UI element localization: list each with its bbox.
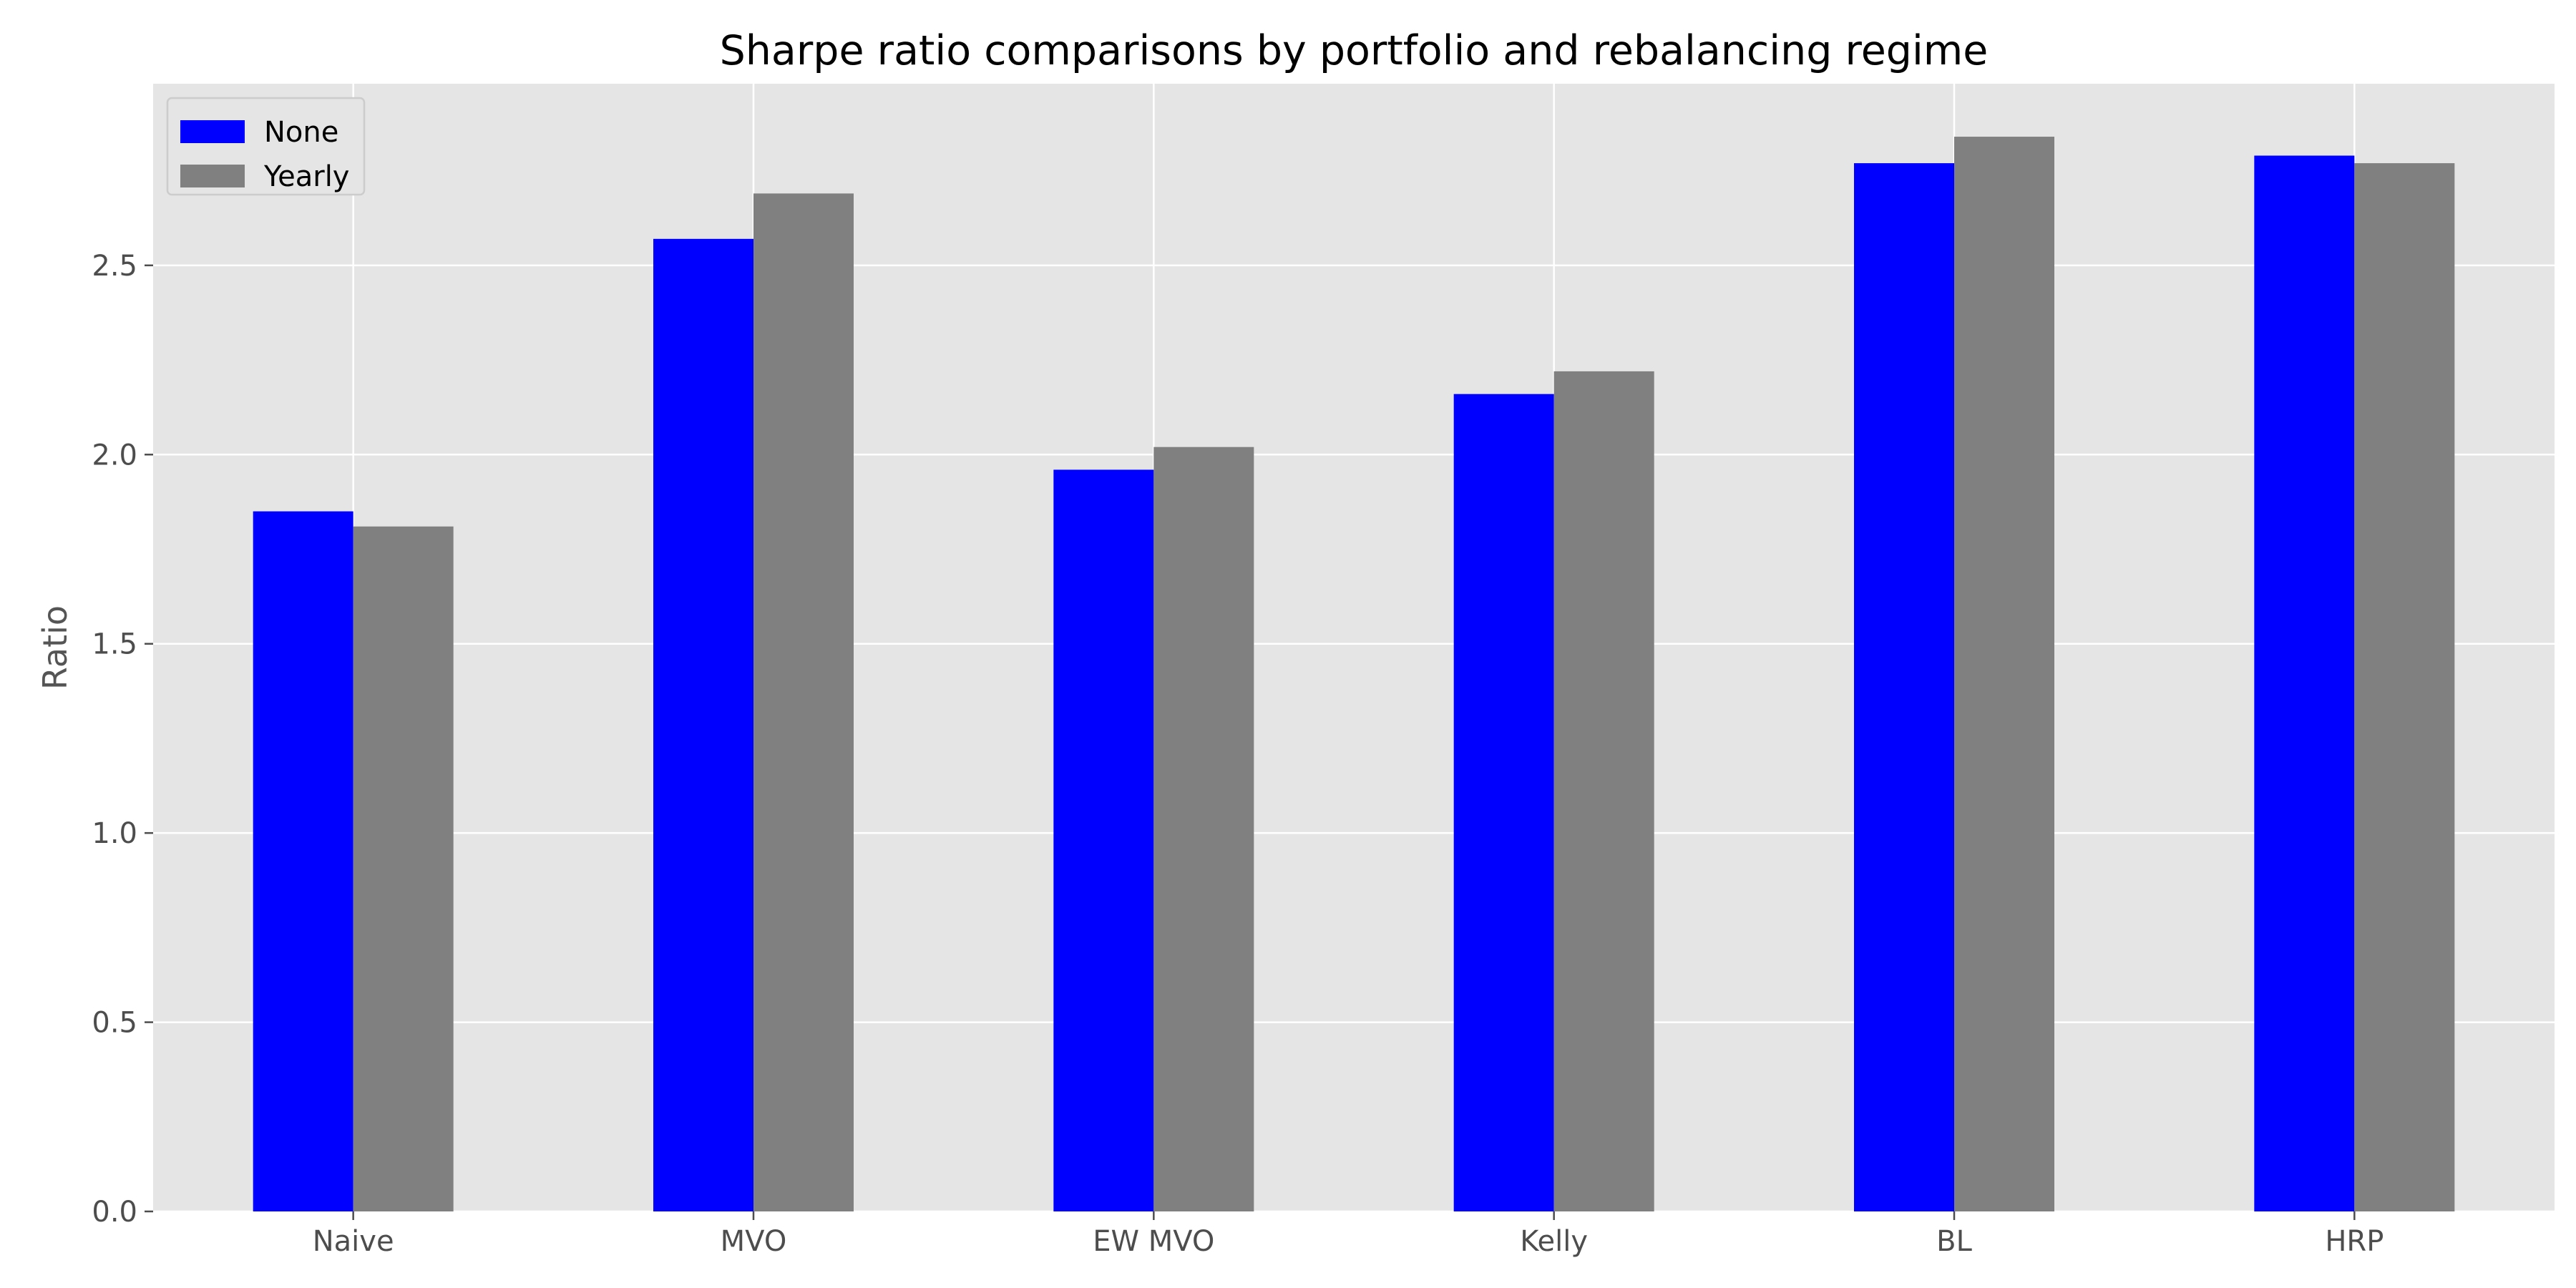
- bar-yearly-naive: [353, 526, 454, 1211]
- bar-none-kelly: [1453, 394, 1554, 1211]
- x-axis-ticks: Naive MVO EW MVO Kelly BL HRP: [313, 1211, 2384, 1258]
- bar-none-ew-mvo: [1053, 469, 1154, 1211]
- y-tick-label: 1.5: [92, 628, 137, 661]
- bar-none-naive: [253, 511, 353, 1211]
- bar-none-bl: [1854, 163, 1954, 1211]
- bar-yearly-kelly: [1553, 371, 1654, 1211]
- x-tick-label: Kelly: [1520, 1225, 1588, 1258]
- y-tick-label: 1.0: [92, 817, 137, 850]
- plot-background: [153, 84, 2555, 1211]
- x-tick-label: HRP: [2325, 1225, 2384, 1258]
- legend: None Yearly: [166, 97, 366, 196]
- y-axis-ticks: 0.0 0.5 1.0 1.5 2.0 2.5: [92, 250, 153, 1229]
- bar-yearly-hrp: [2354, 163, 2455, 1211]
- bar-yearly-mvo: [753, 193, 854, 1211]
- x-tick-label: Naive: [313, 1225, 394, 1258]
- y-tick-label: 0.0: [92, 1196, 137, 1229]
- bar-none-mvo: [653, 238, 753, 1211]
- bars: [253, 137, 2455, 1212]
- legend-label-none: None: [264, 116, 338, 149]
- y-tick-label: 0.5: [92, 1007, 137, 1040]
- x-tick-label: EW MVO: [1093, 1225, 1214, 1258]
- x-tick-label: BL: [1936, 1225, 1972, 1258]
- y-axis-label: Ratio: [36, 605, 74, 690]
- legend-swatch-yearly: [180, 165, 245, 187]
- bar-yearly-bl: [1954, 137, 2054, 1211]
- y-tick-label: 2.5: [92, 250, 137, 283]
- bar-yearly-ew-mvo: [1153, 447, 1254, 1211]
- y-tick-label: 2.0: [92, 439, 137, 472]
- legend-swatch-none: [180, 120, 245, 143]
- x-tick-label: MVO: [721, 1225, 787, 1258]
- chart-title: Sharpe ratio comparisons by portfolio an…: [720, 27, 1989, 74]
- bar-none-hrp: [2254, 155, 2355, 1212]
- legend-label-yearly: Yearly: [263, 160, 349, 193]
